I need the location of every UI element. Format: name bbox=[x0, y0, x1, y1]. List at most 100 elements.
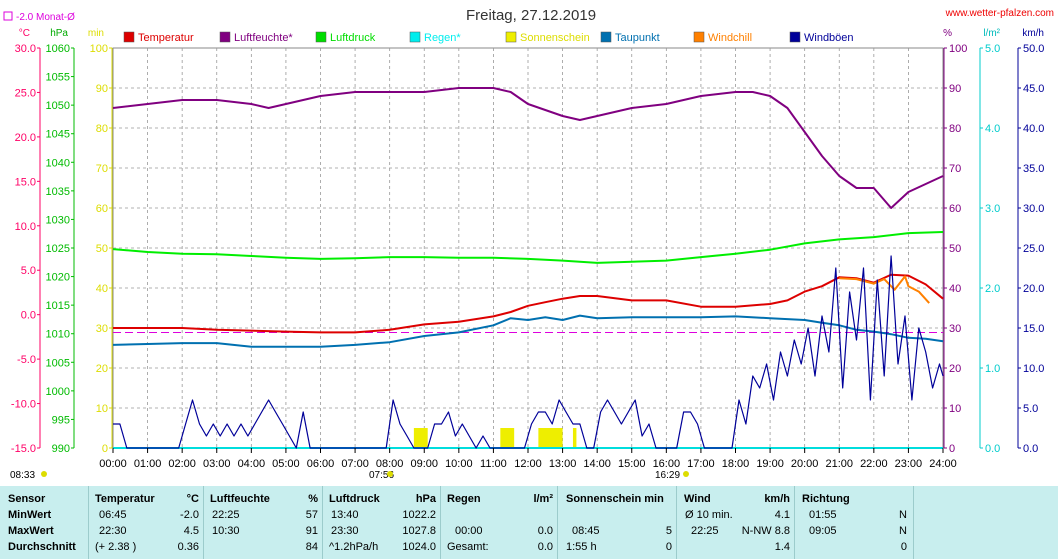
x-tick-label: 19:00 bbox=[756, 458, 784, 470]
x-tick-label: 15:00 bbox=[618, 458, 646, 470]
series-taupunkt bbox=[112, 314, 944, 348]
legend-swatch bbox=[315, 31, 327, 43]
col-rain: Regen l/m² 00:00 0.0 Gesamt: 0.0 bbox=[441, 486, 558, 559]
col-temperature: Temperatur °C 06:45 -2.0 22:30 4.5 (+ 2.… bbox=[89, 486, 204, 559]
x-tick-label: 10:00 bbox=[445, 458, 473, 470]
legend-item: Luftfeuchte* bbox=[219, 31, 293, 44]
wind-max-time: 22:25 bbox=[691, 525, 719, 537]
col-pressure: Luftdruck hPa 13:40 1022.2 23:30 1027.8 … bbox=[323, 486, 441, 559]
pressure-axis-tick-label: 1055 bbox=[46, 72, 70, 84]
x-tick-label: 06:00 bbox=[307, 458, 335, 470]
pressure-axis-tick-label: 1025 bbox=[46, 243, 70, 255]
legend-swatch bbox=[693, 31, 705, 43]
temp-avg-value: 0.36 bbox=[177, 541, 199, 553]
dir-max-value: N bbox=[899, 525, 907, 537]
x-tick-label: 23:00 bbox=[895, 458, 923, 470]
pressure-axis-tick-label: 1000 bbox=[46, 386, 70, 398]
legend-item: Luftdruck bbox=[315, 31, 376, 44]
hum-avg-value: 84 bbox=[305, 541, 318, 553]
sun-total: 1:55 h bbox=[566, 541, 597, 553]
wind-axis-tick-label: 40.0 bbox=[1023, 123, 1044, 135]
header-wind-unit: km/h bbox=[764, 493, 790, 505]
wind-axis-tick-label: 25.0 bbox=[1023, 243, 1044, 255]
sun-unit-label: min bbox=[88, 28, 104, 39]
header-wind: Wind bbox=[684, 493, 711, 505]
sun-axis-tick-label: 10 bbox=[96, 403, 108, 415]
legend-label: Luftfeuchte* bbox=[234, 32, 293, 44]
website-link[interactable]: www.wetter-pfalzen.com bbox=[945, 8, 1054, 19]
header-rain: Regen bbox=[447, 493, 481, 505]
press-min-value: 1022.2 bbox=[402, 509, 436, 521]
temp-axis-tick-label: 15.0 bbox=[15, 176, 36, 188]
temp-min-time: 06:45 bbox=[99, 509, 127, 521]
wind-avg-value: 1.4 bbox=[774, 541, 790, 553]
rain-max-value: 0.0 bbox=[537, 525, 553, 537]
x-tick-label: 22:00 bbox=[860, 458, 888, 470]
legend-item: Sonnenschein bbox=[505, 31, 590, 44]
temp-max-time: 22:30 bbox=[99, 525, 127, 537]
pressure-axis-tick-label: 995 bbox=[52, 414, 70, 426]
wind-avg10-value: 4.1 bbox=[774, 509, 790, 521]
col-direction: Richtung 01:55 N 09:05 N 0 bbox=[795, 486, 914, 559]
x-tick-label: 07:00 bbox=[341, 458, 369, 470]
sun-max-value: 5 bbox=[665, 525, 672, 537]
pressure-axis-tick-label: 1050 bbox=[46, 100, 70, 112]
series-luftdruck bbox=[112, 231, 944, 264]
sun-axis-tick-label: 30 bbox=[96, 323, 108, 335]
legend-item: Temperatur bbox=[123, 31, 194, 44]
sun-axis-tick-label: 60 bbox=[96, 203, 108, 215]
pressure-axis-tick-label: 1040 bbox=[46, 157, 70, 169]
x-tick-label: 03:00 bbox=[203, 458, 231, 470]
legend-swatch bbox=[600, 31, 612, 43]
hum-max-time: 10:30 bbox=[212, 525, 240, 537]
x-tick-label: 02:00 bbox=[168, 458, 196, 470]
rain-axis-tick-label: 2.0 bbox=[985, 283, 1000, 295]
press-avg-value: 1024.0 bbox=[402, 541, 436, 553]
sunrise-sun-icon bbox=[387, 471, 393, 477]
legend-item: Regen* bbox=[409, 31, 461, 44]
x-tick-label: 01:00 bbox=[134, 458, 162, 470]
col-sensor: Sensor MinWert MaxWert Durchschnitt bbox=[0, 486, 89, 559]
chart-grid bbox=[112, 47, 944, 449]
x-tick-label: 21:00 bbox=[825, 458, 853, 470]
col-humidity: Luftfeuchte % 22:25 57 10:30 91 84 bbox=[204, 486, 323, 559]
sunshine-bar bbox=[500, 428, 515, 448]
sun-axis-tick-label: 90 bbox=[96, 83, 108, 95]
series-luftfeuchte bbox=[112, 87, 944, 209]
rain-max-time: 00:00 bbox=[455, 525, 483, 537]
dir-min-time: 01:55 bbox=[809, 509, 837, 521]
pressure-axis-tick-label: 1045 bbox=[46, 129, 70, 141]
wind-axis-tick-label: 30.0 bbox=[1023, 203, 1044, 215]
humidity-axis-tick-label: 60 bbox=[949, 203, 961, 215]
wind-axis-tick-label: 0.0 bbox=[1023, 443, 1038, 455]
humidity-axis-tick-label: 50 bbox=[949, 243, 961, 255]
legend-swatch bbox=[789, 31, 801, 43]
chart-axes: 00:00 01:00 02:00 03:00 04:00 05:00 06:00 07:00… bbox=[11, 43, 1045, 470]
temp-axis-tick-label: 30.0 bbox=[15, 43, 36, 55]
hum-min-value: 57 bbox=[305, 509, 318, 521]
rain-axis-tick-label: 3.0 bbox=[985, 203, 1000, 215]
sunshine-bar bbox=[538, 428, 563, 448]
press-max-time: 23:30 bbox=[331, 525, 359, 537]
rain-total-label: Gesamt: bbox=[447, 541, 489, 553]
header-temperature-unit: °C bbox=[186, 493, 199, 505]
x-tick-label: 16:00 bbox=[653, 458, 681, 470]
sun-avg-value: 0 bbox=[665, 541, 672, 553]
temp-axis-tick-label: 20.0 bbox=[15, 132, 36, 144]
header-sensor: Sensor bbox=[8, 493, 46, 505]
header-rain-unit: l/m² bbox=[533, 493, 553, 505]
chart-title: Freitag, 27.12.2019 bbox=[466, 7, 596, 24]
humidity-axis-tick-label: 80 bbox=[949, 123, 961, 135]
humidity-unit-label: % bbox=[943, 28, 952, 39]
wind-axis-tick-label: 20.0 bbox=[1023, 283, 1044, 295]
sunshine-bar bbox=[572, 428, 577, 448]
chart-svg: 00:00 01:00 02:00 03:00 04:00 05:00 06:00 07:00… bbox=[3, 7, 1054, 481]
legend-label: Taupunkt bbox=[615, 32, 660, 44]
header-humidity: Luftfeuchte bbox=[210, 493, 270, 505]
rain-unit-label: l/m² bbox=[983, 28, 1000, 39]
legend-swatch bbox=[219, 31, 231, 43]
col-sunshine: Sonnenschein min 08:45 5 1:55 h 0 bbox=[558, 486, 677, 559]
x-tick-label: 20:00 bbox=[791, 458, 819, 470]
press-trend: ^1.2hPa/h bbox=[329, 541, 379, 553]
